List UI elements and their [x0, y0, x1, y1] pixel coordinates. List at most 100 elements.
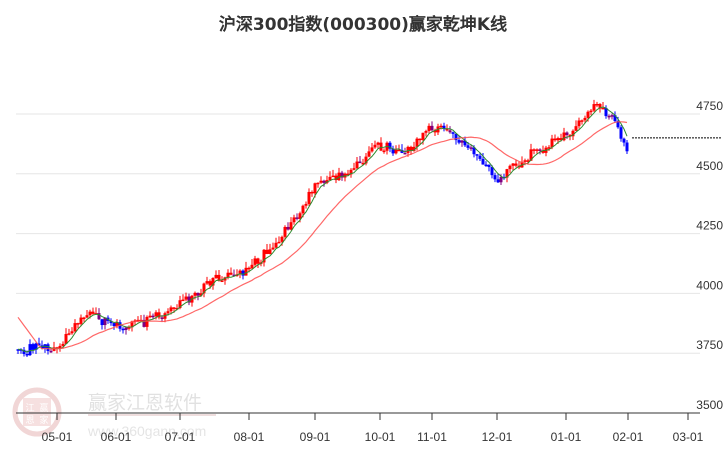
y-tick-label: 4750 [696, 99, 723, 113]
candle-body [73, 323, 77, 332]
candle-body [244, 267, 248, 276]
candle-body [31, 344, 35, 350]
candle-body [181, 299, 185, 302]
short-ma-line [17, 106, 628, 353]
candle-body [616, 121, 620, 128]
candle-body [112, 323, 116, 326]
candle-body [193, 292, 197, 296]
candle-body [16, 349, 20, 351]
candle-body [562, 132, 566, 141]
candle-body [592, 104, 596, 111]
candle-body [442, 125, 446, 129]
x-tick-label: 07-01 [165, 430, 196, 444]
candle-body [580, 120, 584, 122]
candle-body [199, 293, 203, 296]
candle-body [484, 164, 488, 167]
candle-body [103, 317, 107, 326]
candle-body [220, 280, 224, 283]
candle-body [589, 110, 593, 113]
y-tick-label: 4250 [696, 219, 723, 233]
candle-body [100, 319, 104, 326]
candles [16, 99, 629, 358]
candle-body [37, 343, 41, 346]
candle-body [154, 312, 158, 317]
candle-body [541, 150, 545, 153]
candle-body [61, 343, 65, 346]
candle-body [232, 274, 236, 277]
candle-body [424, 131, 428, 133]
x-tick-label: 08-01 [234, 430, 265, 444]
candle-body [22, 349, 26, 354]
candle-body [142, 319, 146, 327]
candle-body [49, 350, 53, 353]
watermark-underline [88, 414, 216, 416]
candle-body [67, 333, 71, 335]
candle-body [355, 161, 359, 169]
x-tick-label: 03-01 [673, 430, 704, 444]
candle-body [79, 317, 83, 324]
candle-body [334, 175, 338, 181]
candle-body [538, 149, 542, 151]
y-tick-label: 4000 [696, 278, 723, 292]
y-tick-label: 3500 [696, 398, 723, 412]
candle-body [445, 128, 449, 131]
candle-body [301, 205, 305, 214]
candle-body [511, 163, 515, 166]
candle-body [451, 132, 455, 134]
watermark-url: www.360gann.com [87, 423, 206, 439]
candle-body [217, 274, 221, 281]
candle-body [196, 292, 200, 296]
candle-body [586, 111, 590, 118]
y-tick-label: 4500 [696, 159, 723, 173]
x-tick-label: 05-01 [42, 430, 73, 444]
candle-body [601, 107, 605, 110]
candle-body [622, 138, 626, 143]
candle-body [514, 163, 518, 166]
candle-body [490, 166, 494, 176]
candle-body [70, 331, 74, 334]
candle-body [607, 115, 611, 118]
candle-body [247, 267, 251, 270]
candle-body [556, 138, 560, 141]
candle-body [361, 162, 365, 165]
candle-body [253, 258, 257, 265]
candle-body [604, 107, 608, 117]
candle-body [121, 328, 125, 331]
x-tick-label: 06-01 [101, 430, 132, 444]
candle-body [391, 148, 395, 154]
candle-body [205, 281, 209, 284]
candle-body [271, 247, 275, 250]
candle-body [535, 149, 539, 151]
candle-body [379, 142, 383, 151]
candle-body [574, 126, 578, 131]
candle-body [238, 270, 242, 275]
candle-body [529, 149, 533, 161]
candle-body [286, 226, 290, 230]
candle-body [550, 138, 554, 148]
candle-body [226, 272, 230, 278]
candle-body [265, 249, 269, 254]
candle-body [448, 130, 452, 133]
candle-body [292, 217, 296, 223]
candle-body [256, 258, 260, 264]
candle-body [130, 321, 134, 328]
candle-body [358, 161, 362, 164]
candle-body [508, 165, 512, 170]
candle-body [613, 115, 617, 122]
candle-body [298, 213, 302, 219]
candle-body [148, 315, 152, 318]
candle-body [223, 277, 227, 281]
candle-body [526, 160, 530, 162]
candle-body [481, 158, 485, 165]
candle-body [454, 133, 458, 141]
candle-body [307, 191, 311, 204]
candle-body [310, 191, 314, 194]
candle-body [439, 125, 443, 128]
candle-body [421, 132, 425, 140]
candle-body [433, 130, 437, 133]
candle-body [397, 149, 401, 152]
candle-body [565, 132, 569, 136]
candle-body [463, 140, 467, 146]
candle-body [346, 173, 350, 176]
x-tick-label: 02-01 [613, 430, 644, 444]
